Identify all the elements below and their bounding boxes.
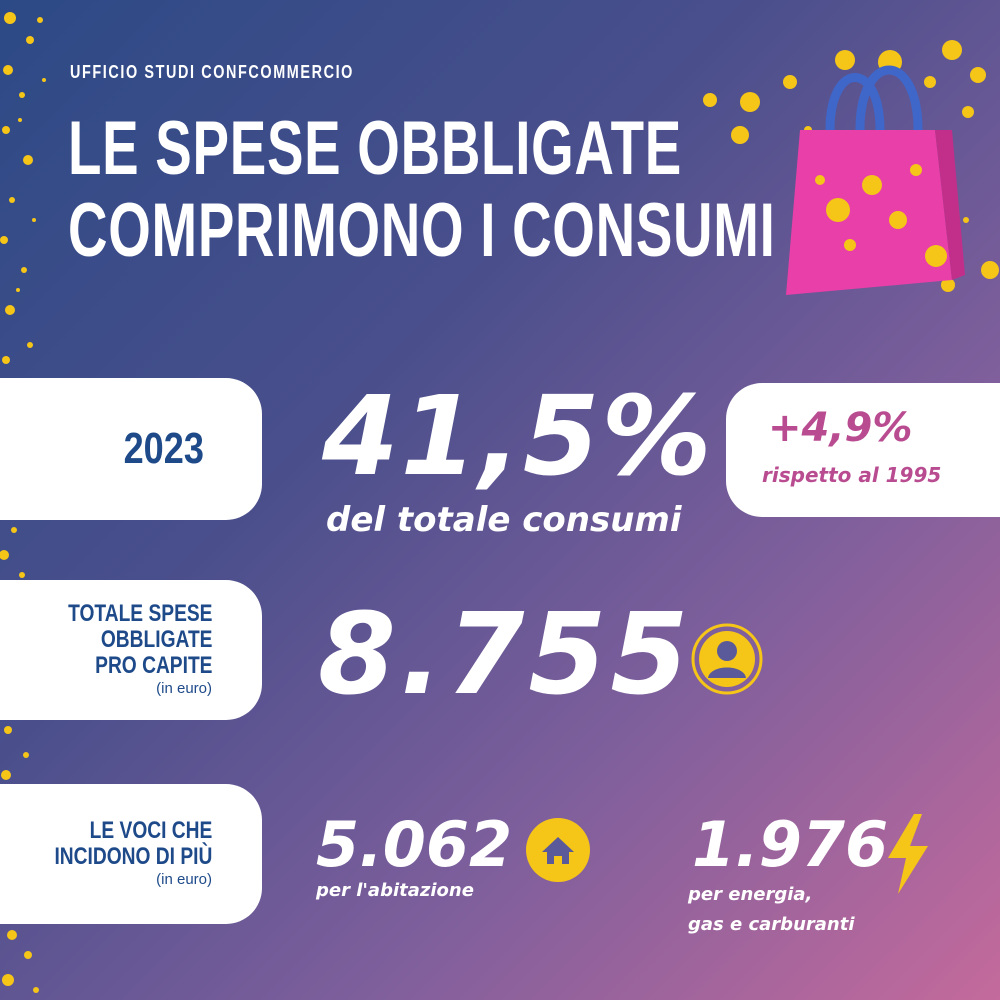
- per-capita-label-line-3: PRO CAPITE: [94, 652, 212, 679]
- lightning-icon: [888, 814, 928, 894]
- top-items-label-line-2: INCIDONO DI PIÙ: [54, 843, 212, 870]
- top-items-unit: (in euro): [156, 871, 212, 888]
- delta-pill: +4,9% rispetto al 1995: [726, 383, 1000, 517]
- top-items-label-line-1: LE VOCI CHE: [89, 817, 212, 844]
- top-items-label: LE VOCI CHE INCIDONO DI PIÙ (in euro): [15, 818, 212, 890]
- per-capita-unit: (in euro): [156, 680, 212, 697]
- share-caption: del totale consumi: [326, 500, 682, 540]
- title-line-1: LE SPESE OBBLIGATE: [68, 106, 682, 191]
- person-icon: [691, 623, 763, 695]
- publisher-label: UFFICIO STUDI CONFCOMMERCIO: [70, 62, 354, 82]
- per-capita-label: TOTALE SPESE OBBLIGATE PRO CAPITE (in eu…: [32, 601, 212, 699]
- per-capita-label-line-2: OBBLIGATE: [100, 626, 212, 653]
- page-title: LE SPESE OBBLIGATE COMPRIMONO I CONSUMI: [68, 108, 776, 272]
- delta-value: +4,9%: [768, 405, 913, 451]
- top-items-pill: LE VOCI CHE INCIDONO DI PIÙ (in euro): [0, 784, 262, 924]
- per-capita-label-line-1: TOTALE SPESE: [67, 600, 212, 627]
- house-icon: [526, 818, 590, 882]
- share-percent: 41,5%: [322, 372, 714, 500]
- housing-caption: per l'abitazione: [316, 880, 474, 901]
- confetti-decoration: [0, 12, 46, 993]
- housing-value: 5.062: [316, 808, 513, 881]
- energy-caption: per energia, gas e carburanti: [688, 880, 855, 940]
- year-label: 2023: [123, 424, 204, 473]
- delta-caption: rispetto al 1995: [762, 463, 942, 487]
- year-pill: 2023: [0, 378, 262, 520]
- shopping-bag-icon: [703, 40, 999, 295]
- energy-value: 1.976: [692, 808, 889, 881]
- energy-caption-line-1: per energia,: [688, 884, 813, 905]
- energy-caption-line-2: gas e carburanti: [688, 914, 855, 935]
- title-line-2: COMPRIMONO I CONSUMI: [68, 188, 776, 273]
- per-capita-pill: TOTALE SPESE OBBLIGATE PRO CAPITE (in eu…: [0, 580, 262, 720]
- per-capita-value: 8.755: [318, 590, 693, 720]
